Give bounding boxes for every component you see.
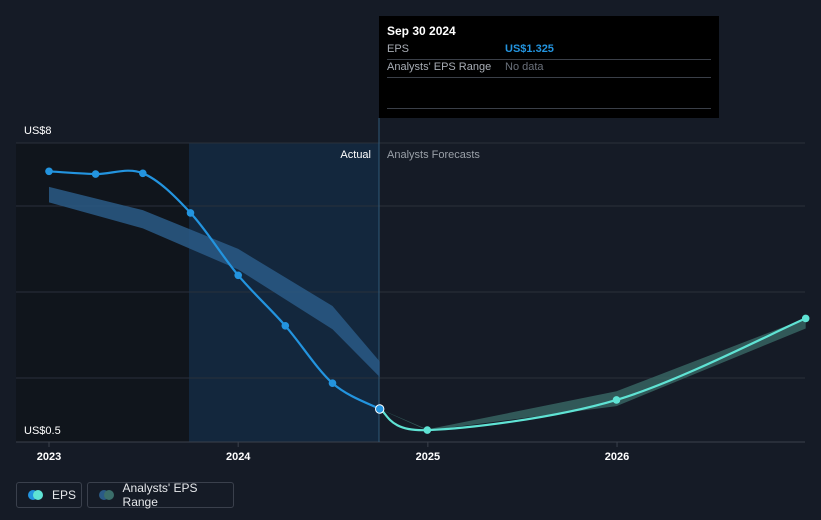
y-axis-top-label: US$8 <box>24 125 52 137</box>
range-swatch-icon <box>99 490 115 500</box>
tooltip-date: Sep 30 2024 <box>387 24 456 38</box>
y-axis-bottom-label: US$0.5 <box>24 425 61 437</box>
actual-label: Actual <box>340 149 371 161</box>
x-tick-label: 2025 <box>416 451 440 463</box>
x-tick-label: 2026 <box>605 451 629 463</box>
x-tick-label: 2023 <box>37 451 61 463</box>
tooltip-divider <box>387 91 711 109</box>
tooltip-range-value: No data <box>505 61 544 73</box>
legend-range-toggle[interactable]: Analysts' EPS Range <box>87 481 234 509</box>
eps-forecast-point[interactable] <box>423 426 432 434</box>
tooltip-eps-value: US$1.325 <box>505 43 554 55</box>
forecast-label: Analysts Forecasts <box>387 149 480 161</box>
tooltip-eps-row: EPS US$1.325 <box>387 41 711 60</box>
forecast-eps-range-band <box>379 318 806 431</box>
eps-actual-point[interactable] <box>186 209 195 217</box>
tooltip-range-label: Analysts' EPS Range <box>387 61 492 73</box>
eps-forecast-line <box>379 317 807 432</box>
eps-actual-point[interactable] <box>234 271 242 280</box>
legend-eps-toggle[interactable]: EPS <box>16 482 82 508</box>
eps-actual-point[interactable] <box>281 322 290 330</box>
tooltip-range-row: Analysts' EPS Range No data <box>387 59 711 78</box>
legend-range-label: Analysts' EPS Range <box>122 481 198 509</box>
eps-actual-point[interactable] <box>45 167 53 176</box>
eps-actual-line <box>48 169 381 410</box>
eps-actual-point[interactable] <box>328 379 337 388</box>
eps-forecast-point[interactable] <box>612 396 621 404</box>
eps-actual-point[interactable] <box>139 169 147 178</box>
x-tick-label: 2024 <box>226 451 251 463</box>
past-eps-range-band <box>49 186 380 377</box>
eps-forecast-point[interactable] <box>801 314 810 323</box>
eps-actual-point[interactable] <box>91 170 100 178</box>
tooltip: Sep 30 2024 EPS US$1.325 Analysts' EPS R… <box>379 16 719 118</box>
tooltip-eps-label: EPS <box>387 43 410 55</box>
eps-actual-point[interactable] <box>375 404 385 414</box>
eps-swatch-icon <box>28 490 44 500</box>
legend-eps-label: EPS <box>52 488 77 502</box>
